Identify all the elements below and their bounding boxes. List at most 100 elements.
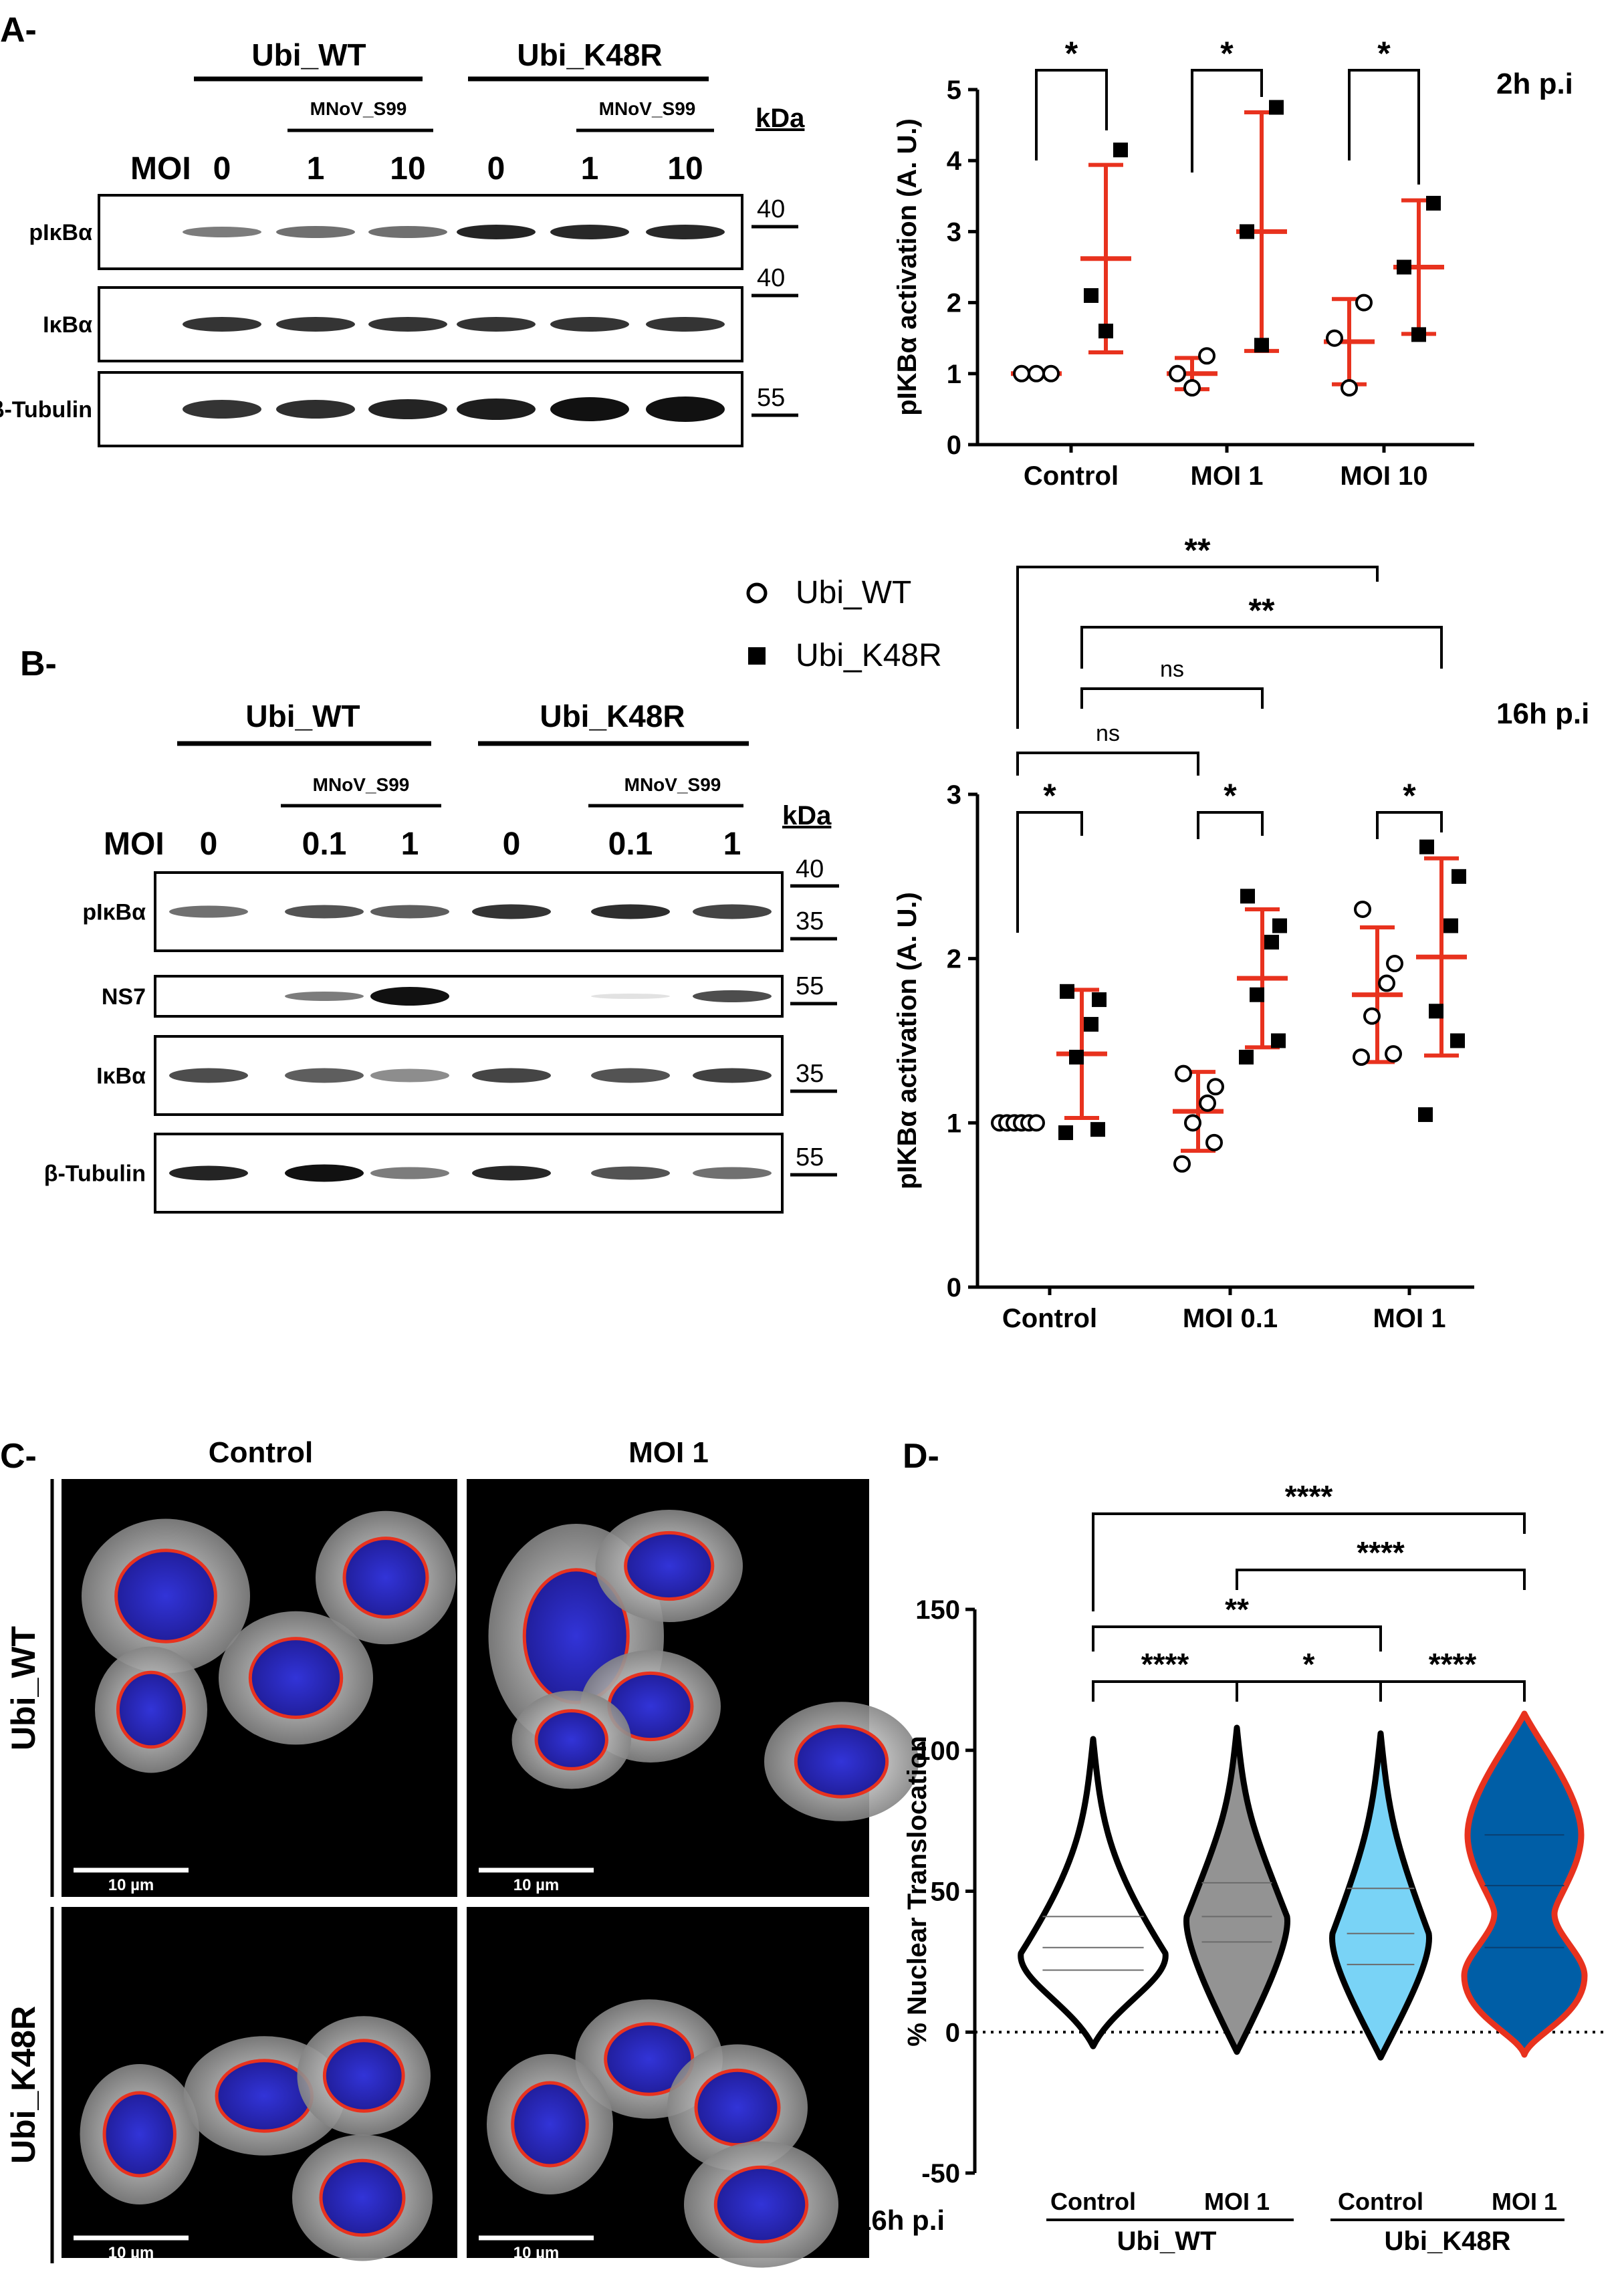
micro-nucleus-2-3 [319,2158,406,2237]
blot-a-band-2-4 [550,397,629,421]
panel-label-d: D- [903,1437,939,1476]
chart-b-sig-label-0: * [1043,777,1056,814]
chart-b-point-wt-1-1 [1205,1133,1223,1151]
blot-b-band-1-5 [693,990,772,1002]
chart-b-sig-label-1: * [1224,777,1237,814]
chart-b-sig-label-5: ** [1249,592,1275,629]
micro-nucleus-0-2 [342,1537,429,1619]
chart-b-sig-label-4: ns [1160,657,1184,682]
panel-label-c: C- [0,1437,37,1476]
micro-nucleus-1-1 [624,1530,715,1601]
chart-a-point-wt-0-2 [1042,364,1060,382]
blot-b-band-2-4 [591,1068,670,1083]
chart-b-point-wt-1-5 [1175,1064,1192,1083]
chart-a-point-k48r-1-1 [1240,224,1254,239]
chart-b-point-wt-2-1 [1385,1045,1402,1063]
violin-y-tick-label-2: 50 [931,1878,961,1907]
micro-nucleus-3-3 [713,2165,809,2244]
chart-b-point-k48r-1-4 [1272,918,1287,933]
chart-b-point-k48r-1-5 [1240,889,1255,904]
blot-a-band-1-2 [368,317,447,332]
micro-scale-label-0: 10 µm [108,1876,154,1894]
chart-2h: 0 1 2 3 4 5 pIKBα activation (A. U.) Control MOI… [893,35,1573,491]
violin-sig-bracket-2 [1379,1680,1526,1702]
blot-b-kda-label: kDa [782,801,832,830]
chart-b-y-tick-label-3: 3 [947,780,961,810]
panel-label-a: A- [0,11,37,49]
violin-y-tick-label-3: 100 [915,1736,960,1766]
blot-b-band-2-1 [285,1068,364,1083]
blot-a-virus-k48r: MNoV_S99 [599,98,696,119]
legend-k48r-marker [748,647,766,665]
blot-a-virus-wt: MNoV_S99 [310,98,407,119]
blot-a-band-2-3 [457,399,536,420]
blot-b-band-0-1 [285,905,364,919]
blot-b-row-label-2: IκBα [96,1064,146,1089]
blot-b-kda-1: 55 [796,972,824,1000]
chart-b-point-k48r-1-1 [1271,1033,1286,1048]
chart-b-point-wt-2-4 [1386,955,1403,973]
blot-a-kda-label: kDa [756,104,805,133]
chart-a-point-k48r-2-1 [1397,259,1411,275]
chart-b-point-k48r-1-0 [1239,1050,1254,1065]
chart-a-point-k48r-2-0 [1411,327,1426,342]
chart-b-point-wt-2-0 [1353,1048,1370,1066]
blot-a-row-label-2: β-Tubulin [0,397,92,423]
chart-a-point-k48r-0-2 [1113,142,1128,158]
chart-b-y-tick-label-2: 2 [947,945,961,974]
chart-b-point-wt-1-2 [1184,1114,1201,1132]
violin-y-tick-label-1: 0 [945,2018,960,2047]
blot-b-band-3-3 [472,1165,551,1181]
chart-b-sig-bracket-1 [1197,811,1264,839]
chart-b-point-k48r-0-5 [1060,984,1074,999]
blot-b-membrane-0 [154,871,784,952]
violin-sig-label-4: **** [1357,1535,1405,1570]
blot-a-band-2-1 [276,400,355,419]
micro-scale-label-1: 10 µm [513,1876,560,1894]
chart-a-title: 2h p.i [1496,68,1573,100]
blot-b-moi-3: 0 [503,826,521,862]
chart-a-y-tick-label-5: 5 [947,76,961,105]
violin-sig-bracket-0 [1092,1680,1238,1702]
chart-b-point-k48r-0-4 [1092,992,1107,1008]
blot-b-virus-wt: MNoV_S99 [313,774,410,795]
violin-x-label-0: Control [1050,2188,1136,2215]
chart-a-point-wt-2-1 [1326,329,1343,347]
chart-b-x-tick-label-0: Control [1002,1304,1097,1333]
chart-b-point-k48r-2-2 [1429,1004,1443,1019]
chart-b-point-k48r-0-0 [1058,1125,1073,1141]
chart-b-sig-label-6: ** [1185,532,1211,569]
blot-a-band-2-5 [646,396,725,422]
violin-x-label-2: Control [1338,2188,1423,2215]
violin-2 [1329,1730,1432,2061]
blot-a-band-0-2 [368,226,447,238]
blot-b-band-1-1 [285,992,364,1001]
blot-b-band-2-0 [169,1068,248,1083]
blot-b-group-wt: Ubi_WT [245,699,360,733]
chart-b-y-tick-label-0: 0 [947,1273,961,1302]
blot-a-moi-label: MOI [130,151,191,187]
blot-b-band-2-5 [693,1068,772,1083]
micro-nucleus-0-3 [116,1670,187,1749]
blot-b-moi-4: 0.1 [608,826,653,862]
chart-a-point-k48r-0-0 [1098,324,1113,339]
blot-b-band-1-4 [591,994,670,999]
chart-b-sig-bracket-2 [1376,811,1443,839]
blot-a-moi-3: 0 [487,151,505,187]
chart-a-point-wt-2-0 [1341,379,1358,397]
chart-b-sig-label-2: * [1403,777,1416,814]
western-blot-a: Ubi_WT Ubi_K48R MNoV_S99 MNoV_S99 kDa MO… [0,37,805,447]
chart-b-point-wt-0-5 [1028,1114,1045,1132]
legend-k48r-label: Ubi_K48R [796,638,942,673]
violin-sig-bracket-5 [1092,1512,1526,1611]
chart-b-point-k48r-0-2 [1069,1050,1084,1065]
blot-b-band-2-3 [472,1068,551,1083]
chart-a-y-tick-label-1: 1 [947,360,961,389]
chart-a-point-wt-0-1 [1028,364,1045,382]
blot-b-row-label-0: pIκBα [82,900,146,925]
blot-b-kda-3: 55 [796,1143,824,1171]
blot-a-row-label-0: pIκBα [29,220,92,245]
blot-a-band-0-4 [550,225,629,239]
violin-x-label-3: MOI 1 [1492,2188,1557,2215]
violin-title: 16h p.i [856,2204,945,2236]
